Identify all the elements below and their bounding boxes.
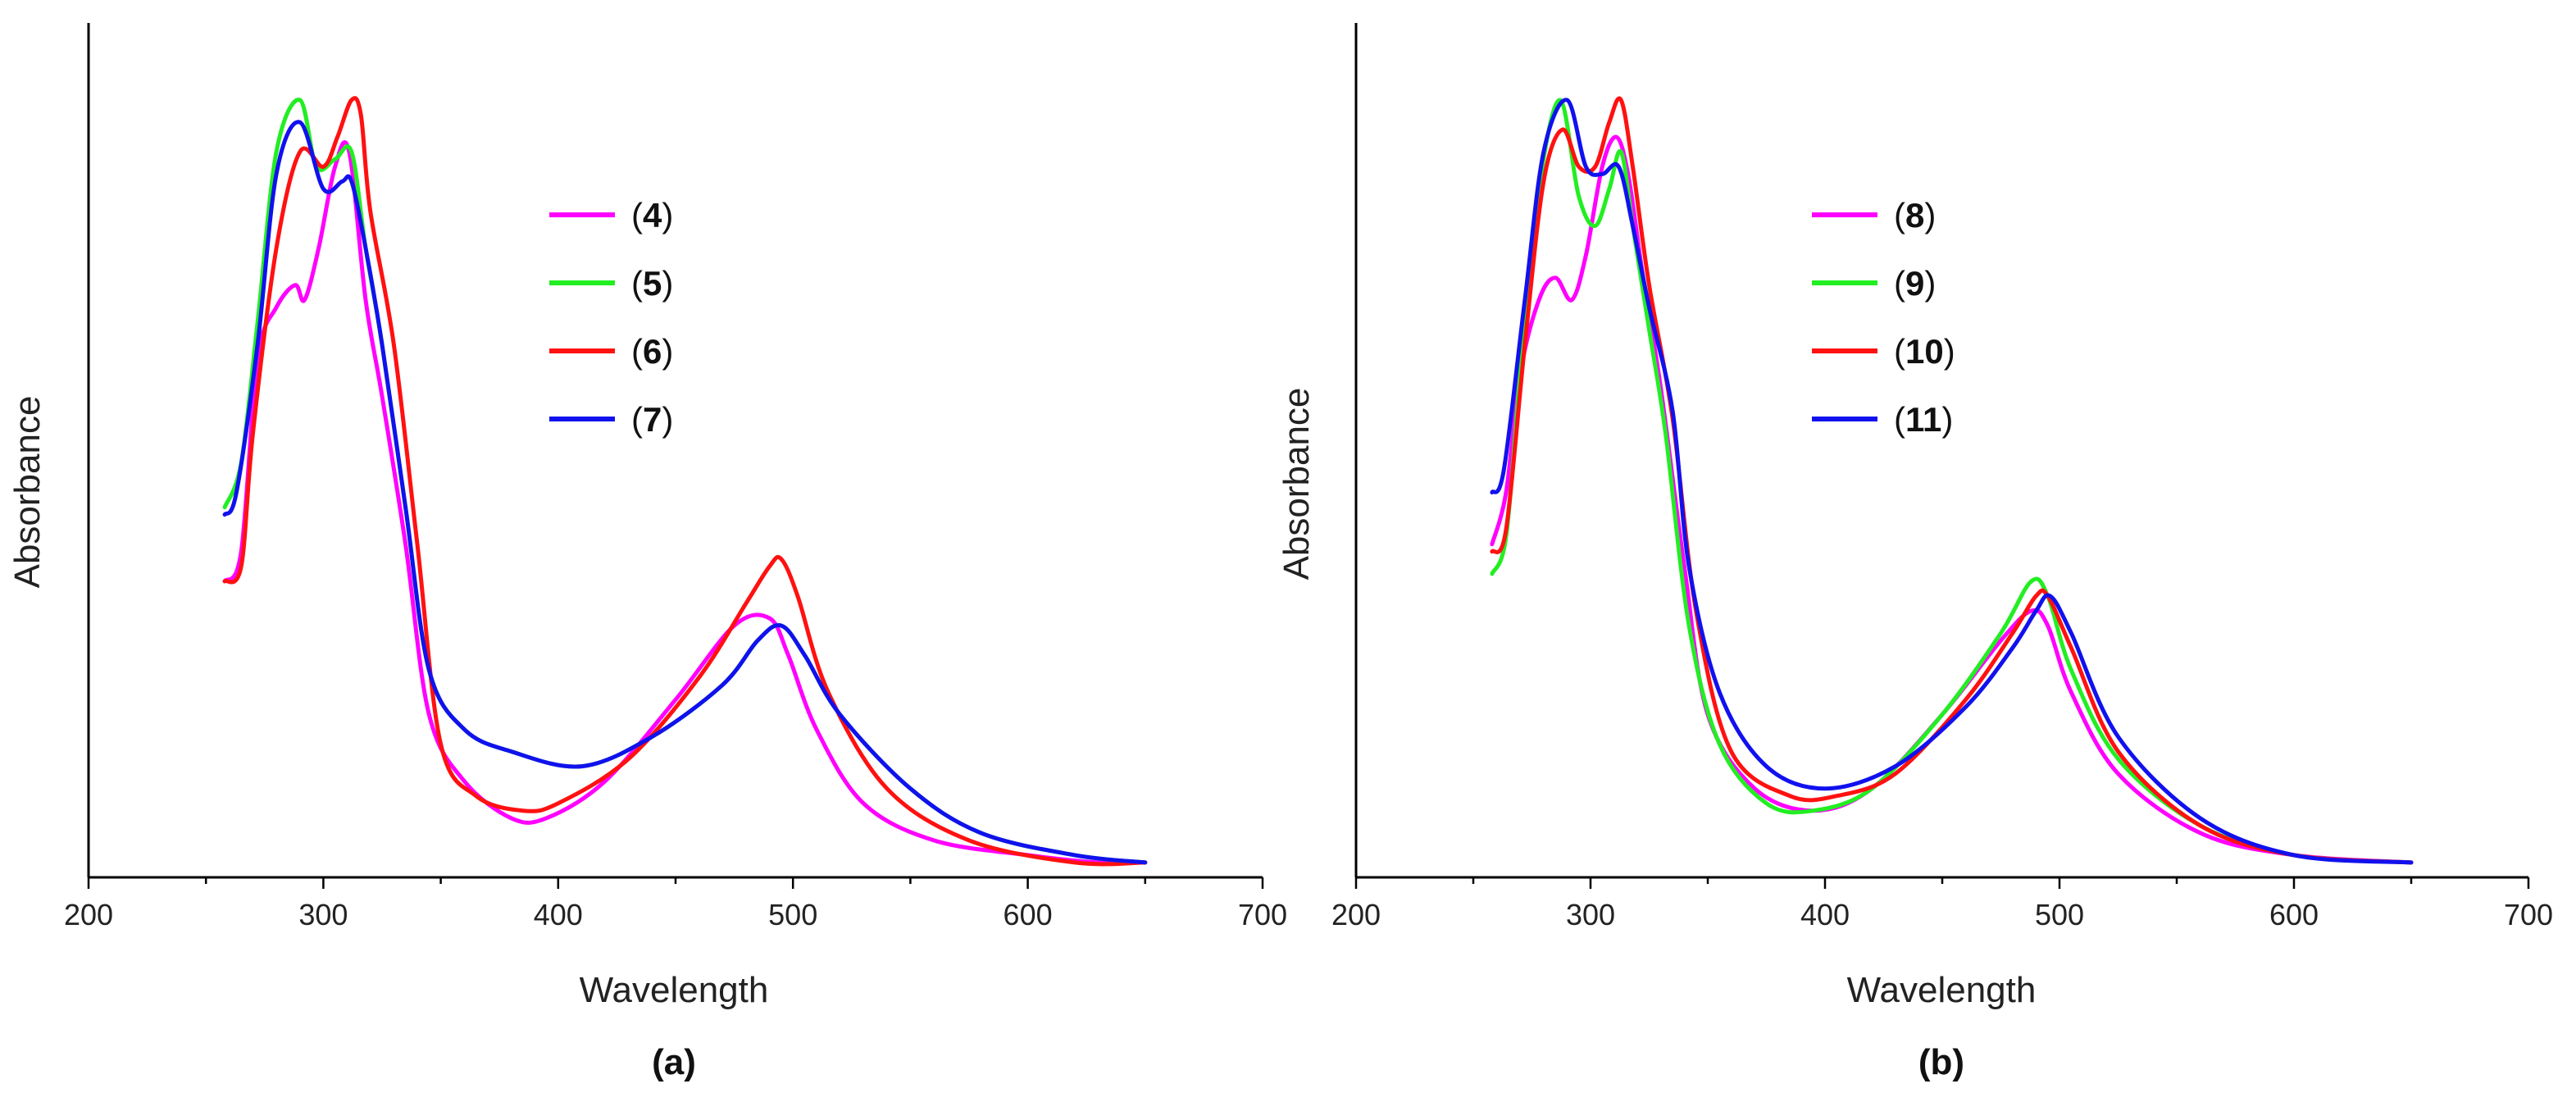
legend-label-8: (8): [1894, 196, 1936, 235]
x-tick-label: 200: [1331, 898, 1381, 931]
chart-panel-b: 200 300 400 500 600 700 Wavelength Absorbance (b…: [1277, 23, 2553, 1082]
x-tick-label: 500: [768, 898, 817, 931]
x-tick-label: 700: [1238, 898, 1287, 931]
x-tick-label: 700: [2504, 898, 2553, 931]
x-tick-label: 600: [2269, 898, 2319, 931]
x-tick-label: 300: [298, 898, 348, 931]
series-line-8: [1490, 134, 2414, 865]
panel-label: (b): [1918, 1042, 1964, 1082]
x-tick-label: 600: [1004, 898, 1053, 931]
legend-label-6: (6): [631, 332, 673, 371]
legend-label-7: (7): [631, 400, 673, 439]
series-line-4: [222, 139, 1148, 866]
x-tick-label: 300: [1566, 898, 1615, 931]
y-axis-title: Absorbance: [1277, 388, 1317, 581]
legend-label-9: (9): [1894, 264, 1936, 303]
series-line-6: [222, 96, 1148, 867]
panel-label: (a): [652, 1042, 696, 1082]
x-tick-label: 400: [534, 898, 583, 931]
legend-label-10: (10): [1894, 332, 1955, 371]
x-tick-label: 200: [64, 898, 113, 931]
legend-label-4: (4): [631, 196, 673, 235]
chart-panel-a: 200 300 400 500 600 700 Wavelength Absorbance (a…: [7, 23, 1287, 1082]
y-axis-title: Absorbance: [7, 396, 48, 589]
series-line-5: [222, 98, 1148, 865]
series-line-7: [222, 120, 1148, 865]
series-line-9: [1490, 98, 2414, 865]
legend-label-11: (11): [1894, 400, 1953, 439]
x-tick-label: 400: [1800, 898, 1850, 931]
x-tick-label: 500: [2035, 898, 2084, 931]
x-axis-title: Wavelength: [1847, 970, 2037, 1010]
series-line-11: [1490, 98, 2414, 865]
x-axis-title: Wavelength: [580, 970, 769, 1010]
legend-label-5: (5): [631, 264, 673, 303]
